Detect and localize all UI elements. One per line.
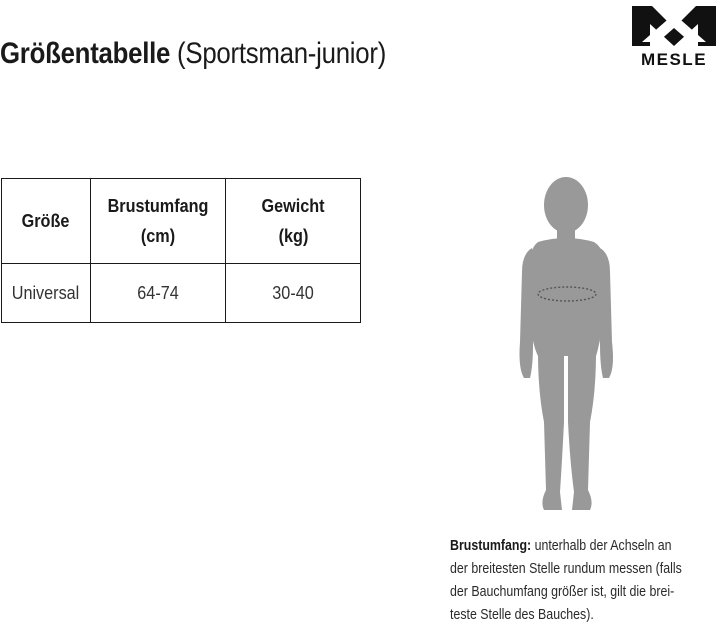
child-figure [512,172,622,522]
mesle-m-logo-icon [632,6,716,46]
table-row: Universal 64-74 30-40 [1,263,361,323]
cell-size: Universal [1,263,91,323]
header-weight: Gewicht (kg) [225,178,361,264]
header-chest: Brustumfang (cm) [90,178,226,264]
cell-chest: 64-74 [90,263,226,323]
cell-weight: 30-40 [225,263,361,323]
page-title: Größentabelle (Sportsman-junior) [0,34,386,74]
brand-logo: MESLE [628,2,720,70]
measurement-note: Brustumfang: unterhalb der Achseln an de… [450,535,720,627]
title-model: (Sportsman-junior) [177,37,387,70]
size-table: Größe Brustumfang (cm) Gewicht (kg) Univer… [1,178,361,323]
logo-wordmark: MESLE [640,50,708,69]
table-header-row: Größe Brustumfang (cm) Gewicht (kg) [1,178,361,264]
child-silhouette-icon [519,177,613,510]
chest-measure-line [537,286,597,302]
note-line-1: Brustumfang: unterhalb der Achseln an [450,538,672,554]
header-size: Größe [1,178,91,264]
note-line-3: der Bauchumfang größer ist, gilt die bre… [450,584,675,600]
note-line-4: teste Stelle des Bauches). [450,607,594,623]
note-line-2: der breitesten Stelle rundum messen (fal… [450,561,682,577]
title-main: Größentabelle [0,37,171,70]
note-term: Brustumfang: [450,538,532,554]
